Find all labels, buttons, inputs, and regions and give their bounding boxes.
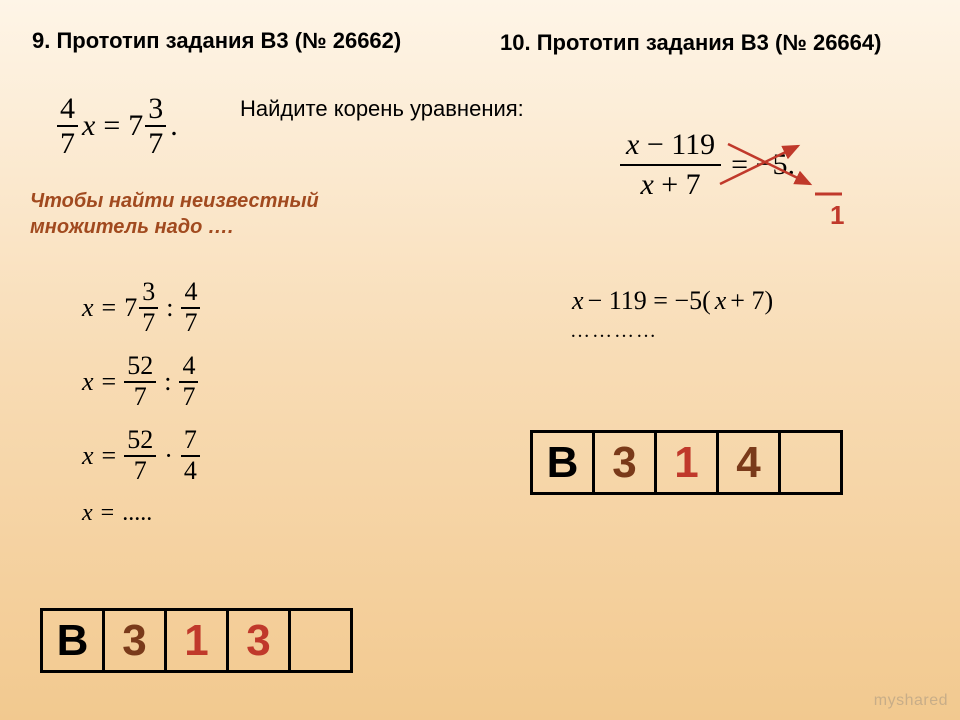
p9-s2-d1: 7: [124, 383, 156, 412]
p9-eq-dot: .: [170, 109, 178, 143]
p10-ans-c4: 4: [718, 432, 780, 494]
p10-st-d: + 7): [730, 286, 773, 316]
p10-ans-c5: [780, 432, 842, 494]
p9-s2-d2: 7: [179, 383, 198, 412]
p9-eq-rnum: 3: [145, 92, 166, 127]
p9-s2-col: :: [164, 367, 171, 397]
p9-s1-col: :: [166, 293, 173, 323]
p9-s1-n2: 4: [181, 278, 200, 309]
p10-st-b: − 119 = −5(: [588, 286, 711, 316]
p9-s3-n1: 52: [124, 426, 156, 457]
problem10-heading: 10. Прототип задания B3 (№ 26664): [500, 30, 881, 56]
p9-s2-x: x: [82, 367, 94, 397]
p9-ans-c5: [290, 610, 352, 672]
p9-s2-n2: 4: [179, 352, 198, 383]
p10-dots: …………: [570, 320, 658, 343]
p9-eq-rden: 7: [145, 127, 166, 160]
p9-eq-whole: 7: [128, 109, 143, 143]
p9-s1-eq: =: [102, 293, 117, 323]
p9-s4-x: x: [82, 500, 93, 527]
p10-answer-grid: В 3 1 4: [530, 430, 843, 495]
p10-st-c: x: [715, 286, 727, 316]
p9-s1-d2: 7: [181, 309, 200, 338]
p10-marker-1: 1: [830, 200, 844, 231]
p9-eq-eq: =: [103, 109, 120, 143]
p9-ans-c4: 3: [228, 610, 290, 672]
p9-s3-d2: 4: [181, 457, 200, 486]
p9-step3: x = 527 · 74: [80, 426, 202, 485]
p9-step2: x = 527 : 47: [80, 352, 200, 411]
p9-s1-n1: 3: [139, 278, 158, 309]
p9-ans-c3: 1: [166, 610, 228, 672]
p9-s2-eq: =: [102, 367, 117, 397]
p9-s1-x: x: [82, 293, 94, 323]
problem9-heading: 9. Прототип задания B3 (№ 26662): [32, 28, 401, 54]
p9-step1: x = 737 : 47: [80, 278, 202, 337]
p9-ans-c1: В: [42, 610, 104, 672]
p9-s3-eq: =: [102, 441, 117, 471]
instruction-text: Найдите корень уравнения:: [240, 96, 524, 122]
p9-s1-w: 7: [124, 293, 137, 323]
p9-s3-d1: 7: [124, 457, 156, 486]
p9-ans-c2: 3: [104, 610, 166, 672]
p9-step4: x = .....: [80, 500, 154, 527]
p9-hint-line2: множитель надо ….: [30, 216, 233, 239]
p9-hint-line1: Чтобы найти неизвестный: [30, 190, 319, 213]
p9-s3-x: x: [82, 441, 94, 471]
p10-ans-c1: В: [532, 432, 594, 494]
p9-s4-eq: =: [101, 500, 115, 527]
p9-s3-dot: ·: [164, 441, 173, 471]
watermark: myshared: [874, 692, 948, 710]
p10-ans-c2: 3: [594, 432, 656, 494]
p10-st-a: x: [572, 286, 584, 316]
p9-eq-lden: 7: [57, 127, 78, 160]
p10-ans-c3: 1: [656, 432, 718, 494]
p9-eq-var: x: [82, 109, 95, 143]
p9-s4-dots: .....: [122, 500, 152, 527]
p10-step: x − 119 = −5( x + 7): [570, 286, 775, 316]
p9-s1-d1: 7: [139, 309, 158, 338]
p9-answer-grid: В 3 1 3: [40, 608, 353, 673]
p9-s3-n2: 7: [181, 426, 200, 457]
p9-equation: 47 x = 737 .: [55, 92, 180, 160]
p9-s2-n1: 52: [124, 352, 156, 383]
p9-eq-lnum: 4: [57, 92, 78, 127]
